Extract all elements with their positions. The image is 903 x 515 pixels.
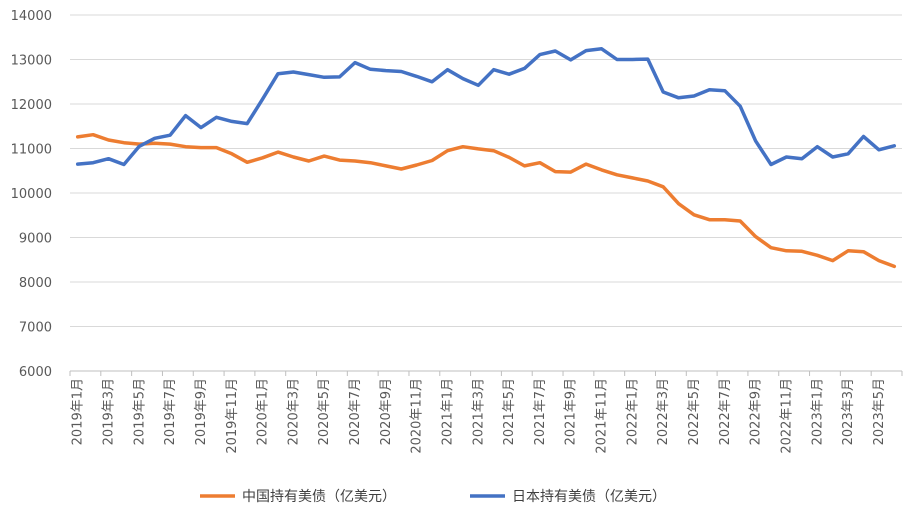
x-tick-label: 2023年3月 xyxy=(841,378,856,445)
x-tick-label: 2023年5月 xyxy=(872,378,887,445)
x-tick-label: 2021年9月 xyxy=(564,378,579,445)
x-axis-tick-labels: 2019年1月 2019年3月 2019年5月 2019年7月 2019年9月 2019年… xyxy=(71,378,887,454)
x-tick-label: 2021年3月 xyxy=(471,378,486,445)
x-tick-label: 2020年1月 xyxy=(256,378,271,445)
y-tick-label: 14000 xyxy=(11,9,52,24)
legend: 中国持有美债（亿美元） 日本持有美债（亿美元） xyxy=(200,489,666,505)
legend-label: 中国持有美债（亿美元） xyxy=(242,489,396,505)
series-line-china xyxy=(75,132,897,269)
x-tick-label: 2019年5月 xyxy=(132,378,147,445)
x-tick-label: 2020年11月 xyxy=(410,378,425,454)
series-line-japan xyxy=(75,47,897,167)
x-tick-label: 2021年11月 xyxy=(595,378,610,454)
y-axis-tick-labels: 6000 7000 8000 9000 10000 11000 12000 13000 1400… xyxy=(11,9,52,380)
y-tick-label: 9000 xyxy=(19,232,52,247)
legend-label: 日本持有美债（亿美元） xyxy=(512,489,666,505)
x-tick-label: 2022年9月 xyxy=(749,378,764,445)
x-tick-label: 2020年7月 xyxy=(348,378,363,445)
x-tick-label: 2021年1月 xyxy=(440,378,455,445)
y-tick-label: 6000 xyxy=(19,365,52,380)
x-tick-label: 2019年1月 xyxy=(71,378,86,445)
x-tick-label: 2022年5月 xyxy=(687,378,702,445)
x-tick-label: 2020年3月 xyxy=(286,378,301,445)
gridlines xyxy=(70,14,902,327)
x-tick-label: 2022年7月 xyxy=(718,378,733,445)
y-tick-label: 13000 xyxy=(11,54,52,69)
x-tick-label: 2023年1月 xyxy=(810,378,825,445)
x-axis xyxy=(69,370,903,376)
x-tick-label: 2019年11月 xyxy=(225,378,240,454)
series-lines xyxy=(75,47,897,269)
x-tick-label: 2019年9月 xyxy=(194,378,209,445)
x-tick-label: 2021年5月 xyxy=(502,378,517,445)
y-tick-label: 11000 xyxy=(11,143,52,158)
x-tick-label: 2019年3月 xyxy=(102,378,117,445)
y-tick-label: 12000 xyxy=(11,98,52,113)
x-tick-label: 2020年5月 xyxy=(317,378,332,445)
x-tick-label: 2022年1月 xyxy=(625,378,640,445)
x-tick-label: 2022年11月 xyxy=(779,378,794,454)
y-tick-label: 8000 xyxy=(19,276,52,291)
y-tick-label: 7000 xyxy=(19,321,52,336)
x-tick-label: 2020年9月 xyxy=(379,378,394,445)
x-tick-label: 2022年3月 xyxy=(656,378,671,445)
x-tick-label: 2021年7月 xyxy=(533,378,548,445)
y-tick-label: 10000 xyxy=(11,187,52,202)
x-tick-label: 2019年7月 xyxy=(163,378,178,445)
